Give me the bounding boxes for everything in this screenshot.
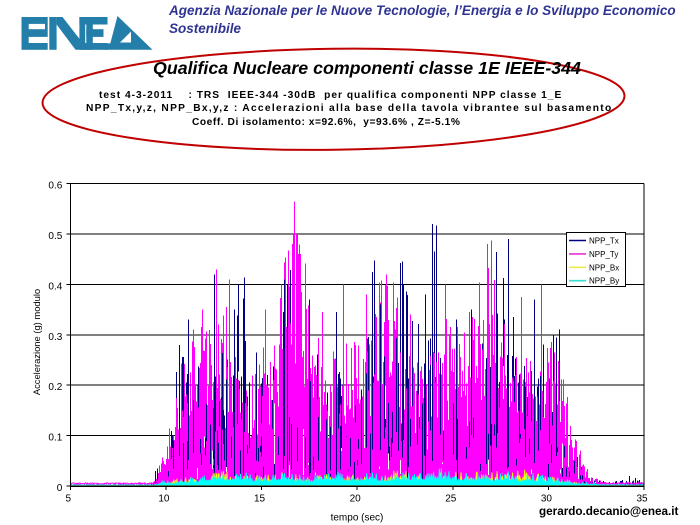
svg-text:5: 5 bbox=[66, 494, 72, 505]
svg-text:0.2: 0.2 bbox=[48, 382, 62, 393]
svg-text:30: 30 bbox=[541, 494, 553, 505]
svg-text:10: 10 bbox=[158, 494, 170, 505]
svg-text:0.3: 0.3 bbox=[48, 332, 62, 343]
svg-text:NPP_Bx: NPP_Bx bbox=[589, 263, 619, 272]
svg-text:NPP_Tx: NPP_Tx bbox=[589, 237, 619, 246]
svg-text:25: 25 bbox=[445, 494, 457, 505]
svg-text:15: 15 bbox=[254, 494, 266, 505]
svg-text:0.1: 0.1 bbox=[48, 433, 62, 444]
svg-text:0.4: 0.4 bbox=[48, 282, 62, 293]
svg-text:tempo (sec): tempo (sec) bbox=[331, 513, 384, 524]
svg-text:0.6: 0.6 bbox=[48, 181, 62, 192]
svg-text:Accelerazione (g) modulo: Accelerazione (g) modulo bbox=[31, 289, 42, 395]
svg-text:0: 0 bbox=[57, 483, 63, 494]
svg-text:35: 35 bbox=[636, 494, 648, 505]
svg-text:NPP_By: NPP_By bbox=[589, 277, 619, 286]
svg-text:20: 20 bbox=[350, 494, 362, 505]
svg-text:NPP_Ty: NPP_Ty bbox=[589, 250, 618, 259]
svg-text:0.5: 0.5 bbox=[48, 231, 62, 242]
